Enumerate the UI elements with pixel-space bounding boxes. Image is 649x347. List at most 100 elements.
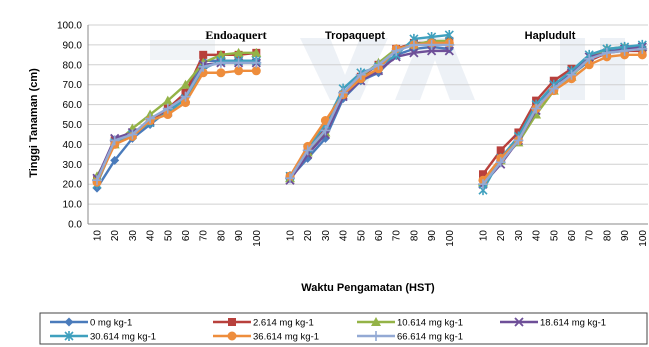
data-point	[584, 60, 594, 70]
x-tick-label: 30	[321, 230, 332, 242]
x-tick-label: 80	[216, 230, 227, 242]
data-point	[92, 175, 102, 186]
x-tick-label: 40	[146, 230, 157, 242]
legend-label: 18.614 mg kg-1	[540, 318, 606, 329]
x-tick-label: 40	[532, 230, 543, 242]
data-point	[110, 155, 120, 165]
series-line	[95, 61, 257, 181]
legend-label: 2.614 mg kg-1	[253, 318, 314, 329]
data-point	[215, 49, 226, 59]
y-tick-label: 20.0	[63, 180, 83, 191]
data-point	[408, 39, 419, 50]
x-tick-label: 20	[110, 230, 121, 242]
x-tick-label: 70	[199, 230, 210, 242]
data-point	[444, 46, 454, 56]
data-point	[234, 66, 244, 76]
x-tick-label: 100	[252, 230, 263, 247]
series-line	[289, 49, 450, 181]
series-line	[95, 69, 257, 183]
data-point	[637, 43, 648, 54]
legend-label: 36.614 mg kg-1	[253, 332, 319, 343]
data-point	[320, 116, 330, 126]
series-line	[481, 43, 643, 191]
x-tick-label: 10	[479, 230, 490, 242]
data-point	[233, 57, 244, 68]
legend-box	[39, 312, 648, 345]
data-point	[198, 61, 209, 72]
data-point	[251, 66, 261, 76]
data-point	[479, 170, 487, 179]
data-point	[444, 29, 454, 40]
x-tick-label: 90	[620, 230, 631, 242]
series-line	[288, 43, 450, 179]
y-tick-label: 40.0	[63, 140, 83, 151]
legend-marker	[514, 317, 524, 327]
legend-marker	[228, 318, 236, 326]
y-axis-label: Tinggi Tanaman (cm)	[28, 68, 40, 178]
data-point	[566, 69, 577, 80]
x-tick-label: 80	[602, 230, 613, 242]
legend-label: 66.614 mg kg-1	[397, 332, 463, 343]
x-tick-label: 50	[356, 230, 367, 242]
series-line	[95, 61, 257, 179]
data-point	[162, 95, 173, 105]
data-point	[373, 59, 384, 70]
x-tick-label: 60	[181, 230, 192, 242]
data-point	[215, 57, 226, 68]
data-point	[409, 48, 419, 58]
x-tick-label: 20	[303, 230, 314, 242]
x-tick-label: 50	[163, 230, 174, 242]
data-point	[355, 69, 366, 80]
legend-label: 30.614 mg kg-1	[90, 332, 156, 343]
data-point	[513, 135, 524, 146]
y-tick-label: 80.0	[63, 60, 83, 71]
data-point	[127, 129, 138, 140]
data-point	[426, 46, 437, 56]
data-point	[444, 39, 455, 50]
data-point	[199, 50, 208, 59]
panel-title: Tropaquept	[325, 30, 385, 42]
legend-marker	[371, 317, 381, 326]
data-point	[163, 110, 173, 120]
y-tick-label: 10.0	[63, 200, 83, 211]
x-tick-label: 50	[549, 230, 560, 242]
data-point	[180, 91, 191, 102]
data-point	[496, 146, 505, 155]
panel-title: Hapludult	[525, 30, 576, 42]
data-point	[548, 83, 559, 94]
data-point	[181, 98, 190, 108]
y-axis: 0.0 10.0 20.0 30.0 40.0 50.0 60.0 70.0 80.0 90.0 1…	[57, 21, 89, 231]
data-point	[320, 125, 331, 136]
data-point	[251, 47, 262, 57]
x-tick-label: 70	[392, 230, 403, 242]
x-axis-label: Waktu Pengamatan (HST)	[301, 282, 435, 294]
y-tick-label: 30.0	[63, 160, 83, 171]
x-tick-label: 30	[128, 230, 139, 242]
data-point	[145, 113, 156, 124]
x-tick-label: 80	[409, 230, 420, 242]
data-point	[601, 47, 612, 58]
x-tick-label: 90	[427, 230, 438, 242]
series-line	[482, 47, 643, 185]
legend: 0 mg kg-1 2.614 mg kg-1 10.614 mg kg-1 18.6…	[39, 312, 648, 345]
data-point	[180, 79, 191, 89]
legend-marker	[64, 331, 74, 341]
x-tick-label: 30	[514, 230, 525, 242]
series-group	[92, 29, 648, 196]
data-point	[531, 103, 542, 114]
x-tick-label: 10	[286, 230, 297, 242]
data-point	[251, 57, 262, 68]
data-point	[391, 45, 402, 56]
legend-marker	[64, 317, 74, 327]
x-tick-label: 100	[445, 230, 456, 247]
x-tick-label: 20	[496, 230, 507, 242]
legend-marker	[371, 331, 381, 341]
data-point	[109, 135, 120, 146]
data-point	[619, 45, 630, 56]
legend-label: 10.614 mg kg-1	[397, 318, 463, 329]
panel-titles: Endoaquert Tropaquept Hapludult	[205, 28, 575, 42]
legend-label: 0 mg kg-1	[90, 318, 132, 329]
y-tick-label: 90.0	[63, 40, 83, 51]
y-tick-label: 60.0	[63, 100, 83, 111]
